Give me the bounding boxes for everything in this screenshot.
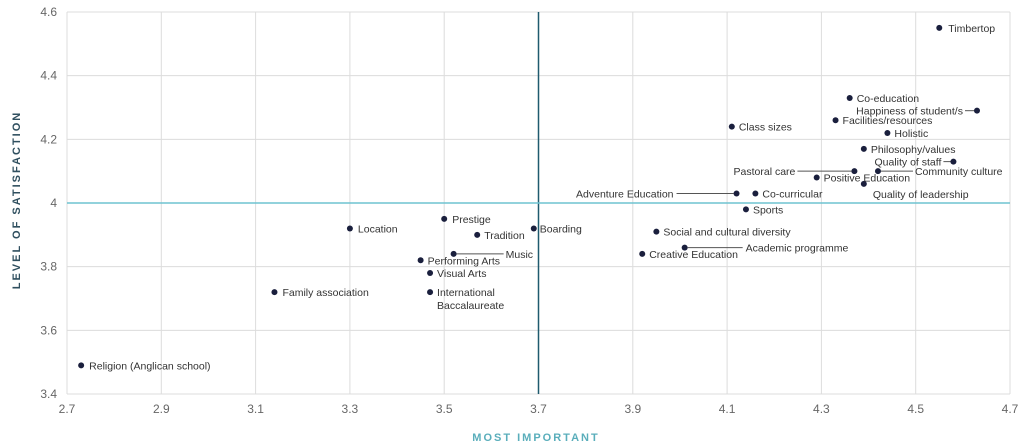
- data-point: [752, 190, 759, 197]
- data-point: [860, 180, 867, 187]
- data-point: [681, 244, 688, 251]
- data-point: [530, 225, 537, 232]
- tick-labels: 2.7 2.9 3.1 3.3 3.5 3.7 3.9 4.1 4.3 4.5 4.7 3.4 3.6 3…: [40, 5, 1018, 416]
- data-point: [874, 168, 881, 175]
- point-label: Location: [358, 223, 398, 235]
- point-label: Co-curricular: [762, 188, 823, 200]
- data-point: [884, 129, 891, 136]
- point-label: Class sizes: [739, 122, 792, 134]
- data-point: [427, 270, 434, 277]
- data-points: [78, 24, 980, 369]
- data-point: [450, 250, 457, 257]
- x-tick-label: 4.5: [907, 402, 924, 416]
- point-label: Tradition: [484, 230, 525, 242]
- x-tick-label: 4.1: [719, 402, 736, 416]
- x-tick-label: 3.3: [342, 402, 359, 416]
- point-label: Holistic: [894, 128, 928, 140]
- point-label: Philosophy/values: [871, 144, 956, 156]
- point-label: Community culture: [915, 166, 1003, 178]
- data-point: [728, 123, 735, 130]
- point-label: Happiness of student/s: [856, 106, 963, 118]
- x-tick-label: 3.7: [530, 402, 547, 416]
- data-point: [846, 94, 853, 101]
- y-tick-label: 3.4: [40, 387, 57, 401]
- data-point: [742, 206, 749, 213]
- x-tick-label: 3.1: [247, 402, 264, 416]
- y-tick-label: 4.6: [40, 5, 57, 19]
- point-label: Co-education: [857, 93, 920, 105]
- y-tick-label: 4.2: [40, 132, 57, 146]
- point-label: Quality of staff: [874, 157, 941, 169]
- data-point: [271, 289, 278, 296]
- point-label: Family association: [282, 287, 369, 299]
- x-tick-label: 4.7: [1002, 402, 1019, 416]
- label-leader-lines: [456, 110, 975, 255]
- point-label: Creative Education: [649, 249, 738, 261]
- data-point: [936, 24, 943, 31]
- point-label: Social and cultural diversity: [663, 227, 791, 239]
- point-label: Positive Education: [824, 173, 911, 185]
- y-tick-label: 3.8: [40, 260, 57, 274]
- data-point: [851, 168, 858, 175]
- x-tick-label: 4.3: [813, 402, 830, 416]
- point-label: Pastoral care: [734, 166, 796, 178]
- point-label: International Baccalaureate: [437, 287, 504, 312]
- point-label: Sports: [753, 204, 783, 216]
- data-point: [950, 158, 957, 165]
- data-point: [832, 117, 839, 124]
- x-tick-label: 2.9: [153, 402, 170, 416]
- point-label: Music: [506, 249, 533, 261]
- point-label: Religion (Anglican school): [89, 360, 210, 372]
- point-label: Timbertop: [948, 23, 995, 35]
- data-point: [417, 257, 424, 264]
- point-label: Boarding: [540, 223, 582, 235]
- data-point: [813, 174, 820, 181]
- point-label: Quality of leadership: [873, 189, 969, 201]
- data-point: [474, 231, 481, 238]
- point-label: Academic programme: [746, 243, 849, 255]
- x-axis-title: MOST IMPORTANT: [472, 432, 599, 444]
- data-point: [427, 289, 434, 296]
- data-point: [639, 250, 646, 257]
- point-label: Performing Arts: [428, 255, 500, 267]
- point-label: Facilities/resources: [843, 115, 933, 127]
- y-axis-title: LEVEL OF SATISFACTION: [11, 111, 23, 290]
- y-tick-label: 3.6: [40, 323, 57, 337]
- point-label: Prestige: [452, 214, 491, 226]
- data-point: [441, 215, 448, 222]
- x-tick-label: 3.9: [624, 402, 641, 416]
- data-point: [973, 107, 980, 114]
- data-point: [653, 228, 660, 235]
- point-label: Visual Arts: [437, 268, 486, 280]
- data-point: [733, 190, 740, 197]
- y-tick-label: 4.4: [40, 69, 57, 83]
- point-label: Adventure Education: [576, 188, 674, 200]
- reference-lines: [67, 12, 1010, 394]
- data-point: [78, 362, 85, 369]
- y-tick-label: 4: [50, 196, 57, 210]
- x-tick-label: 2.7: [59, 402, 76, 416]
- data-point: [346, 225, 353, 232]
- x-tick-label: 3.5: [436, 402, 453, 416]
- data-point: [860, 145, 867, 152]
